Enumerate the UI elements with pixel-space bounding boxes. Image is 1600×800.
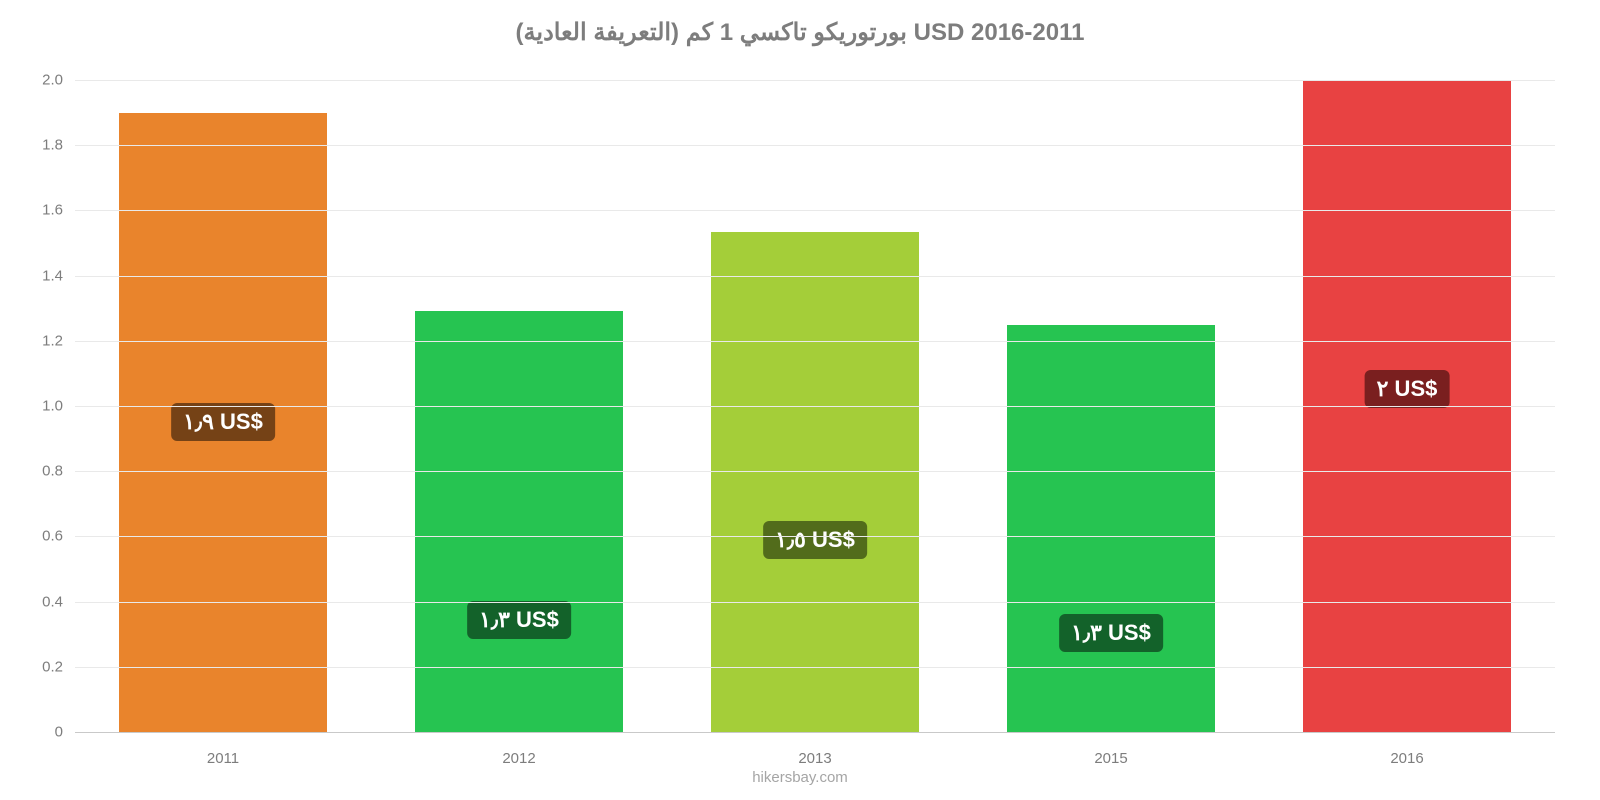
grid-line xyxy=(75,602,1555,603)
x-tick-label: 2013 xyxy=(798,750,831,767)
grid-line xyxy=(75,536,1555,537)
bar-value-label: ١٫٥ US$ xyxy=(763,521,867,559)
grid-line xyxy=(75,145,1555,146)
bar-value-label: ١٫٣ US$ xyxy=(1059,614,1163,652)
y-tick-label: 1.8 xyxy=(0,137,63,154)
y-tick-label: 1.6 xyxy=(0,202,63,219)
bar-value-label: ١٫٩ US$ xyxy=(171,403,275,441)
x-tick-label: 2015 xyxy=(1094,750,1127,767)
plot-area: ١٫٩ US$ ١٫٣ US$ ١٫٥ US$ ١٫٣ US$ ٢ US$ xyxy=(75,80,1555,732)
grid-line xyxy=(75,732,1555,733)
bar-value-label: ١٫٣ US$ xyxy=(467,601,571,639)
y-tick-label: 0.6 xyxy=(0,528,63,545)
grid-line xyxy=(75,667,1555,668)
chart-footer: hikersbay.com xyxy=(0,769,1600,786)
grid-line xyxy=(75,80,1555,81)
grid-line xyxy=(75,471,1555,472)
y-tick-label: 0.8 xyxy=(0,463,63,480)
bar: ١٫٥ US$ xyxy=(711,232,918,732)
bar-value-label: ٢ US$ xyxy=(1365,370,1450,408)
y-tick-label: 1.2 xyxy=(0,332,63,349)
y-tick-label: 2.0 xyxy=(0,72,63,89)
x-tick-label: 2011 xyxy=(207,750,239,767)
y-tick-label: 0 xyxy=(0,724,63,741)
y-tick-label: 0.2 xyxy=(0,658,63,675)
bar: ١٫٣ US$ xyxy=(1007,325,1214,733)
grid-line xyxy=(75,341,1555,342)
chart-title: بورتوريكو تاكسي 1 كم (التعريفة العادية) … xyxy=(0,18,1600,47)
bar: ١٫٩ US$ xyxy=(119,113,326,732)
bar-chart: بورتوريكو تاكسي 1 كم (التعريفة العادية) … xyxy=(0,0,1600,800)
grid-line xyxy=(75,210,1555,211)
y-tick-label: 0.4 xyxy=(0,593,63,610)
y-tick-label: 1.4 xyxy=(0,267,63,284)
x-tick-label: 2012 xyxy=(502,750,535,767)
y-tick-label: 1.0 xyxy=(0,398,63,415)
grid-line xyxy=(75,276,1555,277)
bar: ١٫٣ US$ xyxy=(415,311,622,732)
grid-line xyxy=(75,406,1555,407)
x-tick-label: 2016 xyxy=(1390,750,1423,767)
